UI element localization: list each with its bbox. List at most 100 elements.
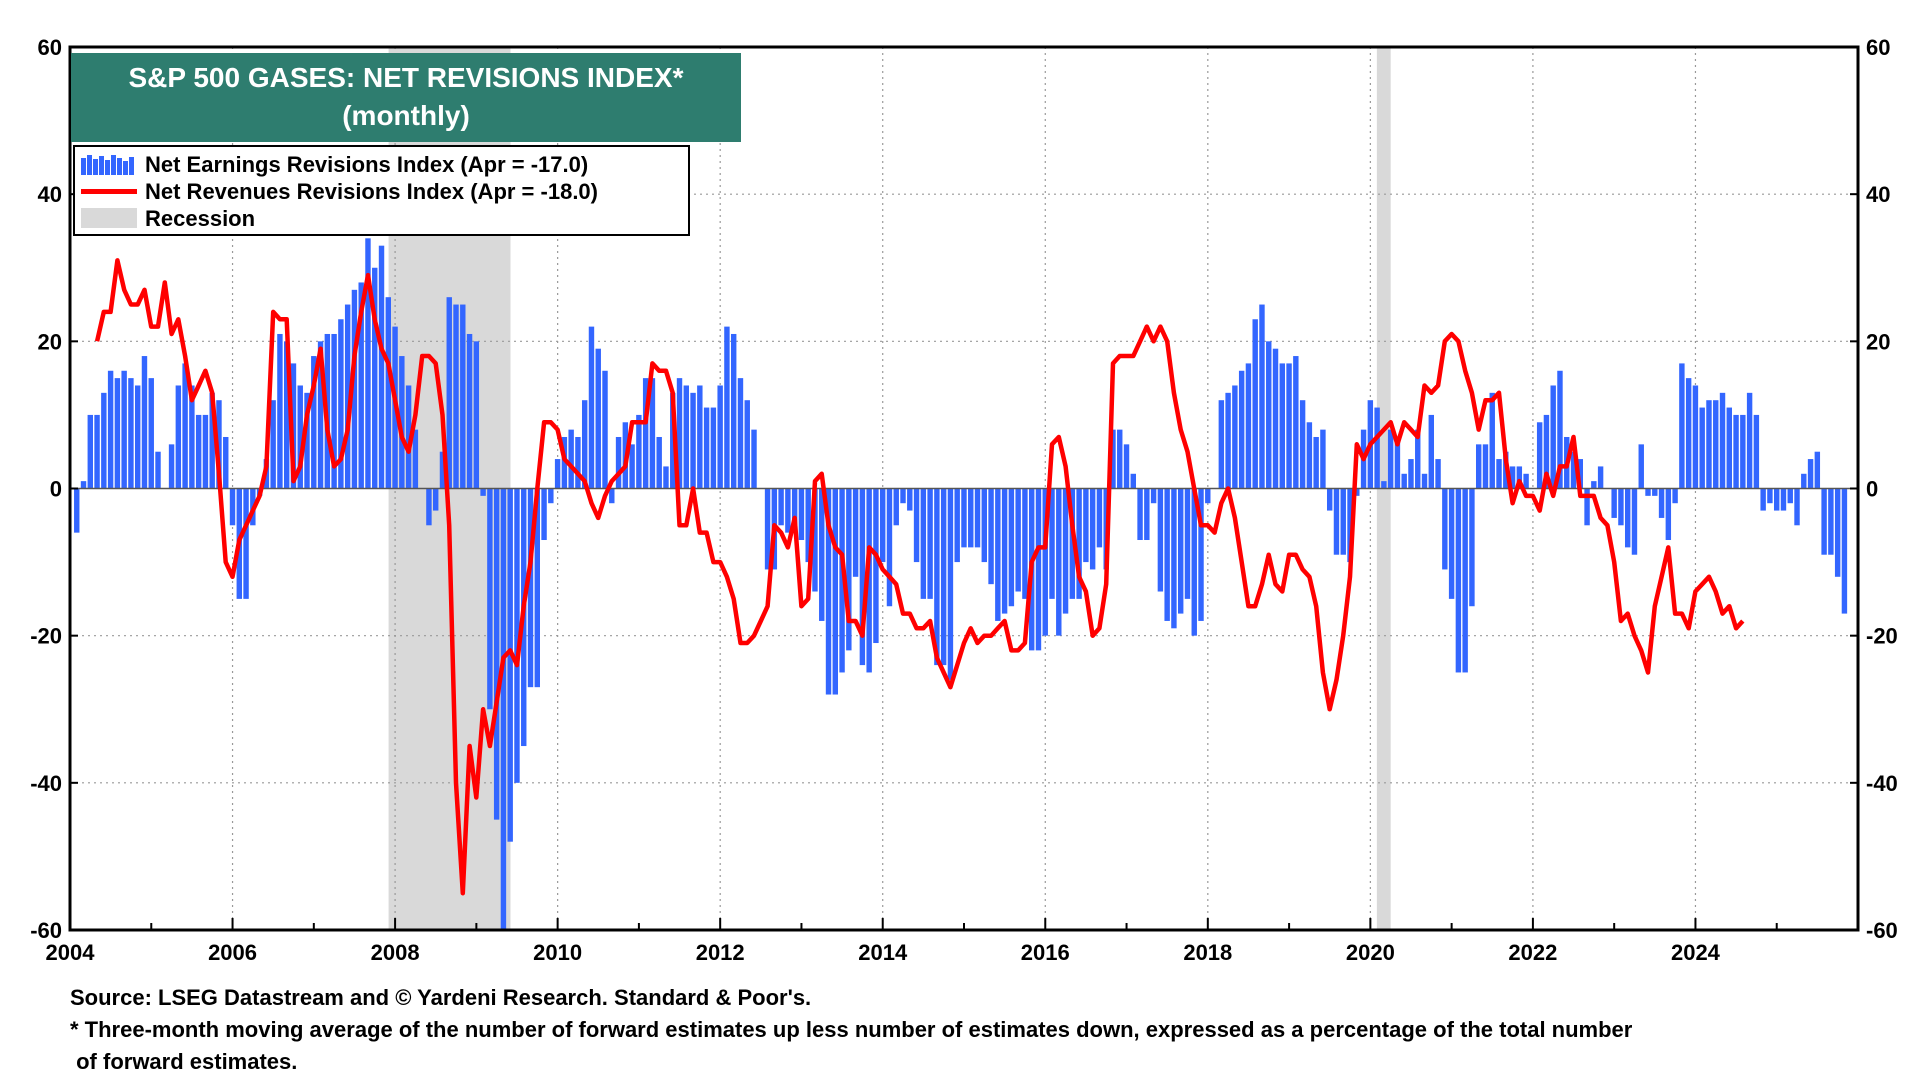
earnings-bar [1685,378,1692,489]
earnings-bar [439,451,446,489]
earnings-bar [1658,488,1665,518]
earnings-bar [277,333,283,489]
legend-label-earnings: Net Earnings Revisions Index (Apr = -17.… [145,152,589,177]
earnings-bar [500,488,507,930]
earnings-bar [737,378,744,489]
earnings-bar [1624,488,1631,548]
earnings-bar [1611,488,1617,518]
earnings-bar [1130,473,1137,489]
recession-swatch-icon [81,208,137,228]
earnings-bar [961,488,967,548]
earnings-bar [1394,436,1401,489]
legend-item-recession: Recession [75,204,688,231]
earnings-bar [80,481,87,489]
earnings-bar [1475,444,1482,489]
legend-label-revenues: Net Revenues Revisions Index (Apr = -18.… [145,179,598,204]
earnings-bar [365,238,371,489]
y-tick-label-left: -20 [30,624,62,649]
earnings-bar [534,488,541,688]
earnings-bar [1665,488,1672,541]
x-tick-label: 2024 [1671,940,1721,965]
earnings-bar [473,341,480,489]
earnings-bar [1814,451,1821,489]
earnings-bar [283,341,290,489]
earnings-bar [1631,488,1638,555]
earnings-bar [981,488,988,563]
y-tick-label-left: 40 [38,182,62,207]
earnings-bar [1584,488,1590,526]
earnings-bar [751,429,757,489]
earnings-bar [74,488,80,533]
earnings-bar [974,488,981,548]
earnings-bar [148,378,154,489]
earnings-bar [710,407,717,489]
earnings-bar [1733,414,1739,489]
earnings-bar [642,378,649,489]
earnings-bar [128,378,134,489]
earnings-bar [1516,466,1523,489]
earnings-bar [1455,488,1462,673]
earnings-bar [778,488,784,526]
earnings-bar [670,392,676,489]
earnings-bar [785,488,791,533]
earnings-bar [1259,304,1265,489]
earnings-bar [107,370,114,489]
earnings-bar [1536,422,1543,489]
earnings-bar [879,488,886,563]
earnings-bar [900,488,906,504]
earnings-bar [1469,488,1475,607]
earnings-bar [1408,459,1414,489]
earnings-bar [649,378,656,489]
earnings-bar [514,488,520,783]
earnings-bar [175,385,182,489]
earnings-bar [405,385,412,489]
earnings-bar [1056,488,1062,636]
y-axis-left: 60 40 20 0 -20 -40 -60 [30,35,62,943]
earnings-bar [1252,319,1258,489]
earnings-bars [74,238,1848,930]
earnings-bar [1266,341,1272,489]
earnings-bar [554,459,561,489]
legend-item-earnings: Net Earnings Revisions Index (Apr = -17.… [75,150,688,177]
footer: Source: LSEG Datastream and © Yardeni Re… [70,982,1632,1078]
earnings-bar [656,436,662,489]
earnings-bar [1293,356,1299,489]
earnings-bar [121,370,127,489]
earnings-bar [1089,488,1096,570]
earnings-bar [1828,488,1834,555]
y-tick-label-right: 20 [1866,329,1890,354]
y-tick-label-left: 20 [38,329,62,354]
earnings-bar [1306,422,1313,489]
earnings-bar [1069,488,1076,599]
y-tick-label-right: 0 [1866,477,1878,502]
earnings-bar [995,488,1001,621]
earnings-bar [893,488,899,526]
earnings-bar [703,407,710,489]
earnings-bar [1740,414,1746,489]
earnings-bar [1482,444,1489,489]
earnings-bar [195,414,202,489]
earnings-bar [724,326,730,489]
earnings-bar [663,466,669,489]
earnings-bar [1171,488,1177,629]
earnings-bar [859,488,866,666]
earnings-bar [1354,488,1360,496]
earnings-bar [1218,400,1225,489]
earnings-bar [446,297,452,489]
earnings-bar [412,429,419,489]
earnings-bar [1713,400,1719,489]
earnings-bar [1381,481,1387,489]
earnings-bar [1232,385,1238,489]
earnings-bar [886,488,893,607]
earnings-bar [1753,414,1760,489]
earnings-bar [1421,473,1428,489]
earnings-bar [202,414,209,489]
earnings-bar [182,363,188,489]
earnings-bar [1821,488,1827,555]
earnings-bar [1780,488,1787,511]
earnings-bar [839,488,845,673]
earnings-bar [216,400,222,489]
earnings-bar [270,400,276,489]
earnings-bar [1387,429,1394,489]
earnings-bar [1374,407,1380,489]
